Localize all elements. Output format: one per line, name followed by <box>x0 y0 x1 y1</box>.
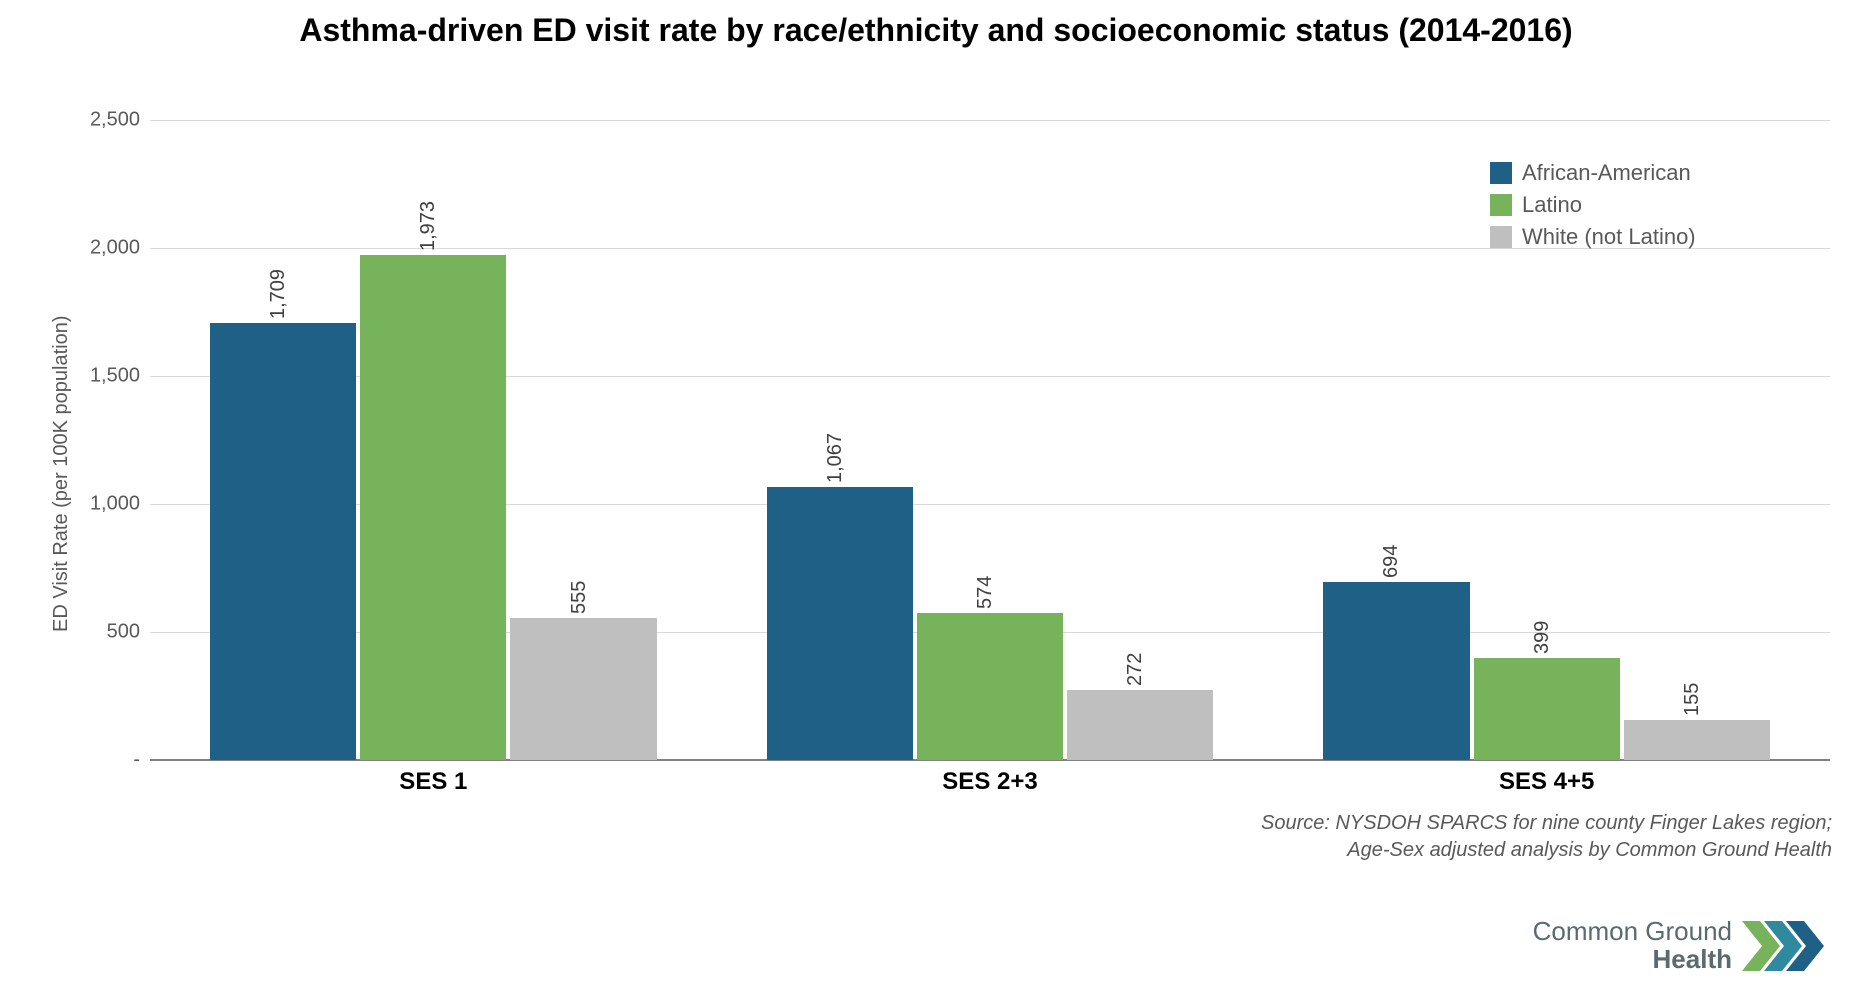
bar: 1,067 <box>767 487 913 760</box>
bar: 399 <box>1474 658 1620 760</box>
legend: African-American Latino White (not Latino) <box>1490 160 1696 256</box>
legend-swatch <box>1490 194 1512 216</box>
y-tick-label: 2,000 <box>90 237 150 260</box>
y-axis-label: ED Visit Rate (per 100K population) <box>50 316 73 632</box>
x-category-label: SES 2+3 <box>942 760 1037 796</box>
bar-value-label: 1,709 <box>267 268 290 318</box>
bar: 555 <box>510 618 656 760</box>
chart-title: Asthma-driven ED visit rate by race/ethn… <box>0 10 1872 50</box>
bar-value-label: 574 <box>974 576 997 609</box>
brand-logo-line-1: Common Ground <box>1533 918 1732 945</box>
y-tick-label: 500 <box>107 621 150 644</box>
bar-value-label: 555 <box>568 581 591 614</box>
bar: 1,973 <box>360 255 506 760</box>
bar: 574 <box>917 613 1063 760</box>
bar-value-label: 694 <box>1380 545 1403 578</box>
brand-logo-text: Common Ground Health <box>1533 918 1732 973</box>
bar: 155 <box>1624 720 1770 760</box>
source-line-1: Source: NYSDOH SPARCS for nine county Fi… <box>932 810 1832 837</box>
x-category-label: SES 4+5 <box>1499 760 1594 796</box>
legend-label: African-American <box>1522 160 1691 186</box>
legend-item: Latino <box>1490 192 1696 218</box>
brand-logo-line-2: Health <box>1533 946 1732 973</box>
source-line-2: Age-Sex adjusted analysis by Common Grou… <box>932 837 1832 864</box>
bar: 1,709 <box>210 323 356 761</box>
y-tick-label: 1,000 <box>90 493 150 516</box>
legend-item: African-American <box>1490 160 1696 186</box>
legend-item: White (not Latino) <box>1490 224 1696 250</box>
bar-value-label: 272 <box>1124 653 1147 686</box>
legend-swatch <box>1490 162 1512 184</box>
x-category-label: SES 1 <box>399 760 467 796</box>
bar: 694 <box>1323 582 1469 760</box>
bar-value-label: 155 <box>1681 683 1704 716</box>
chart-container: Asthma-driven ED visit rate by race/ethn… <box>0 0 1872 993</box>
source-citation: Source: NYSDOH SPARCS for nine county Fi… <box>932 810 1832 864</box>
bar: 272 <box>1067 690 1213 760</box>
bar-value-label: 399 <box>1531 620 1554 653</box>
legend-label: Latino <box>1522 192 1582 218</box>
legend-label: White (not Latino) <box>1522 224 1696 250</box>
bar-value-label: 1,067 <box>824 433 847 483</box>
brand-logo: Common Ground Health <box>1533 918 1832 973</box>
bar-value-label: 1,973 <box>417 201 440 251</box>
y-tick-label: 2,500 <box>90 109 150 132</box>
gridline <box>150 120 1830 121</box>
chevron-icon <box>1742 921 1832 971</box>
legend-swatch <box>1490 226 1512 248</box>
y-tick-label: - <box>133 749 150 772</box>
y-tick-label: 1,500 <box>90 365 150 388</box>
